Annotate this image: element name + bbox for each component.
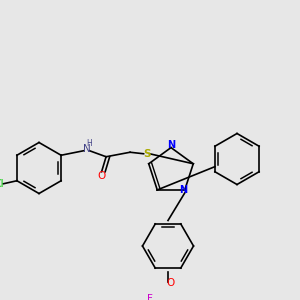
Text: N: N — [179, 185, 187, 195]
Text: N: N — [167, 140, 175, 150]
Text: O: O — [166, 278, 175, 289]
Text: F: F — [147, 293, 153, 300]
Text: Cl: Cl — [0, 179, 4, 189]
Text: S: S — [143, 149, 150, 159]
Text: N: N — [83, 144, 91, 154]
Text: O: O — [98, 171, 106, 181]
Text: H: H — [86, 139, 92, 148]
